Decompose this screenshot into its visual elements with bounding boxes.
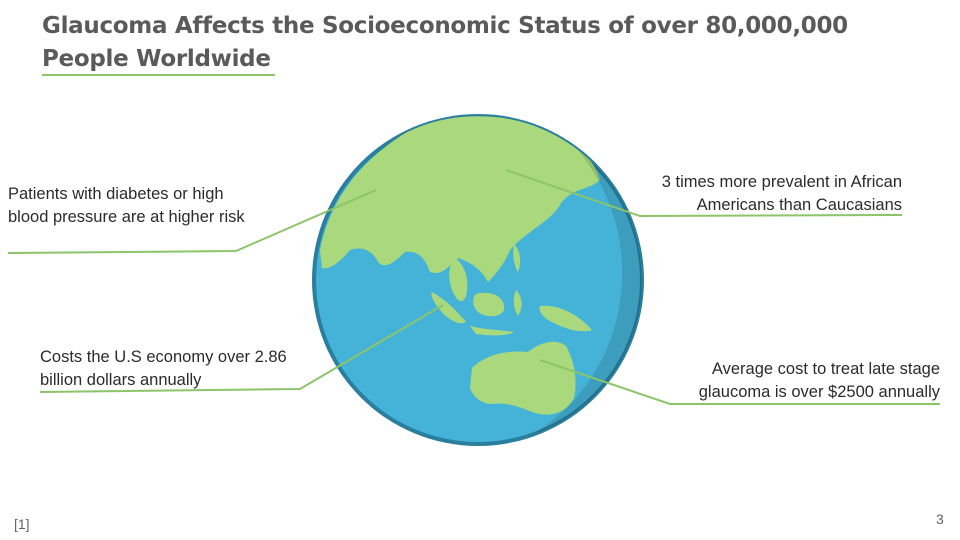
leader-line-economy bbox=[39, 304, 444, 393]
title-underline bbox=[42, 74, 275, 76]
australia-landmass bbox=[470, 341, 576, 415]
new-guinea-landmass bbox=[539, 305, 592, 332]
callout-treatment-cost: Average cost to treat late stage glaucom… bbox=[698, 360, 940, 401]
peninsula-landmass bbox=[449, 258, 468, 302]
borneo-landmass bbox=[473, 292, 505, 317]
callout-economy-cost: Costs the U.S economy over 2.86 billion … bbox=[40, 348, 287, 389]
leader-line-prevalence bbox=[505, 169, 903, 218]
leader-line-diabetes bbox=[7, 189, 377, 254]
callout-prevalence: 3 times more prevalent in African Americ… bbox=[661, 173, 902, 214]
philippines-landmass bbox=[513, 244, 521, 272]
asia-landmass bbox=[320, 116, 600, 282]
sulawesi-landmass bbox=[513, 290, 522, 316]
japan-landmass bbox=[541, 170, 557, 210]
slide-title: Glaucoma Affects the Socioeconomic Statu… bbox=[42, 13, 848, 72]
page-number: 3 bbox=[936, 511, 944, 527]
callout-diabetes-risk: Patients with diabetes or high blood pre… bbox=[8, 185, 245, 226]
reference-citation: [1] bbox=[14, 516, 30, 532]
globe-icon bbox=[312, 114, 644, 446]
leader-line-cost bbox=[539, 359, 940, 405]
sumatra-landmass bbox=[431, 292, 466, 324]
leader-lines bbox=[7, 169, 940, 405]
java-landmass bbox=[470, 326, 514, 336]
